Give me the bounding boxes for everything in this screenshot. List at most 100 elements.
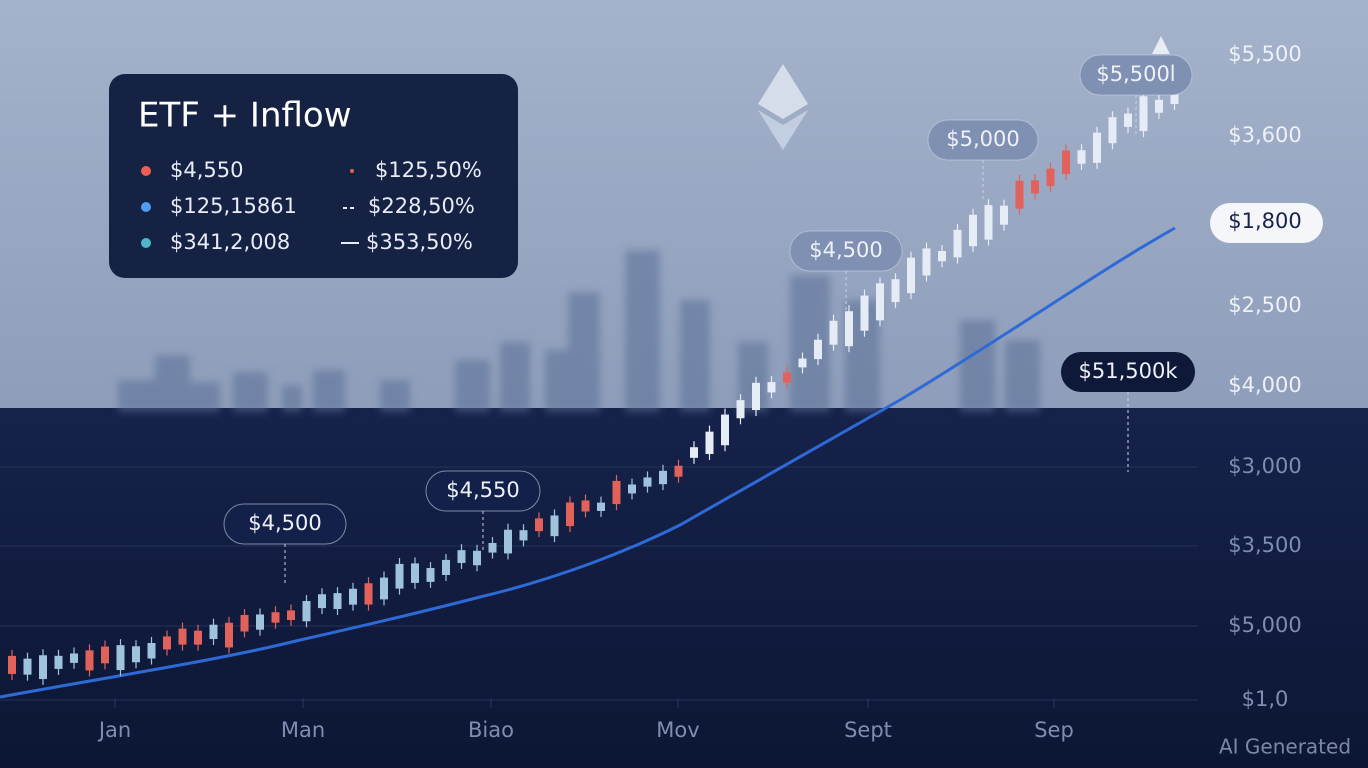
candle-body xyxy=(178,628,187,645)
bg-bar xyxy=(1005,340,1040,412)
candle-body xyxy=(612,480,621,505)
candle-body xyxy=(395,563,404,589)
annotation-pill xyxy=(789,230,903,272)
y-tick-label: $5,000 xyxy=(1228,613,1301,637)
candle-body xyxy=(488,542,497,553)
candle-body xyxy=(101,646,109,664)
candle-body xyxy=(473,550,481,566)
candle-body xyxy=(209,624,218,640)
candle-body xyxy=(271,612,280,623)
legend-change: $353,50% xyxy=(366,230,473,254)
candle-body xyxy=(860,295,869,331)
candle-body xyxy=(845,311,853,347)
y-tick-label: $4,000 xyxy=(1228,373,1301,397)
x-tick-label: Jan xyxy=(97,718,131,742)
candle-body xyxy=(1015,180,1024,209)
bg-bar xyxy=(680,300,710,412)
bg-bar xyxy=(960,320,995,412)
candle-body xyxy=(287,610,295,621)
annotation-label: $51,500k xyxy=(1078,359,1178,383)
legend-box: ETF + Inflow $4,550 $125,15861 $341,2,00… xyxy=(109,74,518,278)
candles xyxy=(8,77,1179,686)
y-label-pill xyxy=(1210,203,1323,243)
candle-body xyxy=(240,615,249,632)
candle-body xyxy=(535,518,543,532)
candle-body xyxy=(70,653,78,663)
x-tick-label: Man xyxy=(281,718,325,742)
annotation-pill xyxy=(1079,54,1193,96)
candle-body xyxy=(457,550,466,563)
candle-body xyxy=(1139,96,1148,132)
candle-body xyxy=(333,593,342,610)
candle-body xyxy=(256,614,264,630)
candle-body xyxy=(566,502,574,527)
annotation-pill xyxy=(927,119,1039,161)
candle-body xyxy=(1031,180,1039,194)
legend-change: $228,50% xyxy=(368,194,475,218)
trend-line xyxy=(0,226,1176,699)
annotation-label: $5,000 xyxy=(946,127,1019,151)
candle-body xyxy=(380,577,388,600)
y-tick-label: $3,500 xyxy=(1228,533,1301,557)
candle-body xyxy=(643,477,652,487)
candle-body xyxy=(23,658,32,675)
candle-body xyxy=(674,465,683,477)
x-tick-label: Sep xyxy=(1034,718,1074,742)
candle-body xyxy=(597,502,605,511)
candle-body xyxy=(1077,150,1086,164)
bg-bar xyxy=(625,250,660,412)
legend-value: $125,15861 xyxy=(170,194,297,218)
candle-body xyxy=(1000,205,1008,225)
candle-body xyxy=(504,529,512,554)
x-tick-label: Mov xyxy=(656,718,699,742)
candle-body xyxy=(721,414,729,446)
candle-body xyxy=(922,248,931,276)
candle-body xyxy=(628,484,636,494)
bg-bar xyxy=(233,372,268,412)
candle-body xyxy=(1155,99,1163,113)
x-tick-label: Biao xyxy=(468,718,514,742)
candle-body xyxy=(116,645,125,671)
legend-value: $341,2,008 xyxy=(170,230,290,254)
grid xyxy=(0,466,1198,708)
candle-body xyxy=(147,642,156,659)
bg-bar xyxy=(190,382,220,412)
candle-body xyxy=(85,650,94,671)
y-tick-label: $1,800 xyxy=(1228,209,1301,233)
candle-body xyxy=(984,205,993,240)
candle-body xyxy=(969,214,977,247)
legend-value: $4,550 xyxy=(170,158,243,182)
bg-bar xyxy=(118,380,158,412)
y-tick-label: $3,600 xyxy=(1228,123,1301,147)
candle-body xyxy=(1046,168,1055,187)
annotation-pill xyxy=(223,503,347,545)
candle-body xyxy=(1093,132,1101,163)
candle-body xyxy=(829,320,838,345)
candle-body xyxy=(659,470,667,485)
candle-body xyxy=(426,568,435,582)
x-axis: Jan Man Biao Mov Sept Sep xyxy=(97,718,1074,742)
annotation-pill xyxy=(425,470,541,512)
candle-body xyxy=(1108,117,1117,144)
x-tick-label: Sept xyxy=(844,718,892,742)
bg-bar xyxy=(282,385,302,412)
candle-body xyxy=(736,400,745,419)
candle-body xyxy=(225,622,233,648)
candle-body xyxy=(519,530,528,541)
candle-body xyxy=(907,257,915,294)
candle-body xyxy=(163,636,171,650)
candle-body xyxy=(938,250,946,262)
candle-body xyxy=(876,283,884,321)
candle-body xyxy=(814,339,822,360)
candle-body xyxy=(798,358,807,368)
candle-body xyxy=(349,588,357,605)
candle-body xyxy=(705,431,714,454)
candle-body xyxy=(8,655,16,674)
eth-logo-small xyxy=(1152,36,1170,54)
candle-body xyxy=(767,382,776,393)
annotation-label: $5,500l xyxy=(1096,62,1175,86)
eth-logo xyxy=(758,64,808,150)
candle-body xyxy=(690,447,698,458)
candle-body xyxy=(891,279,900,303)
